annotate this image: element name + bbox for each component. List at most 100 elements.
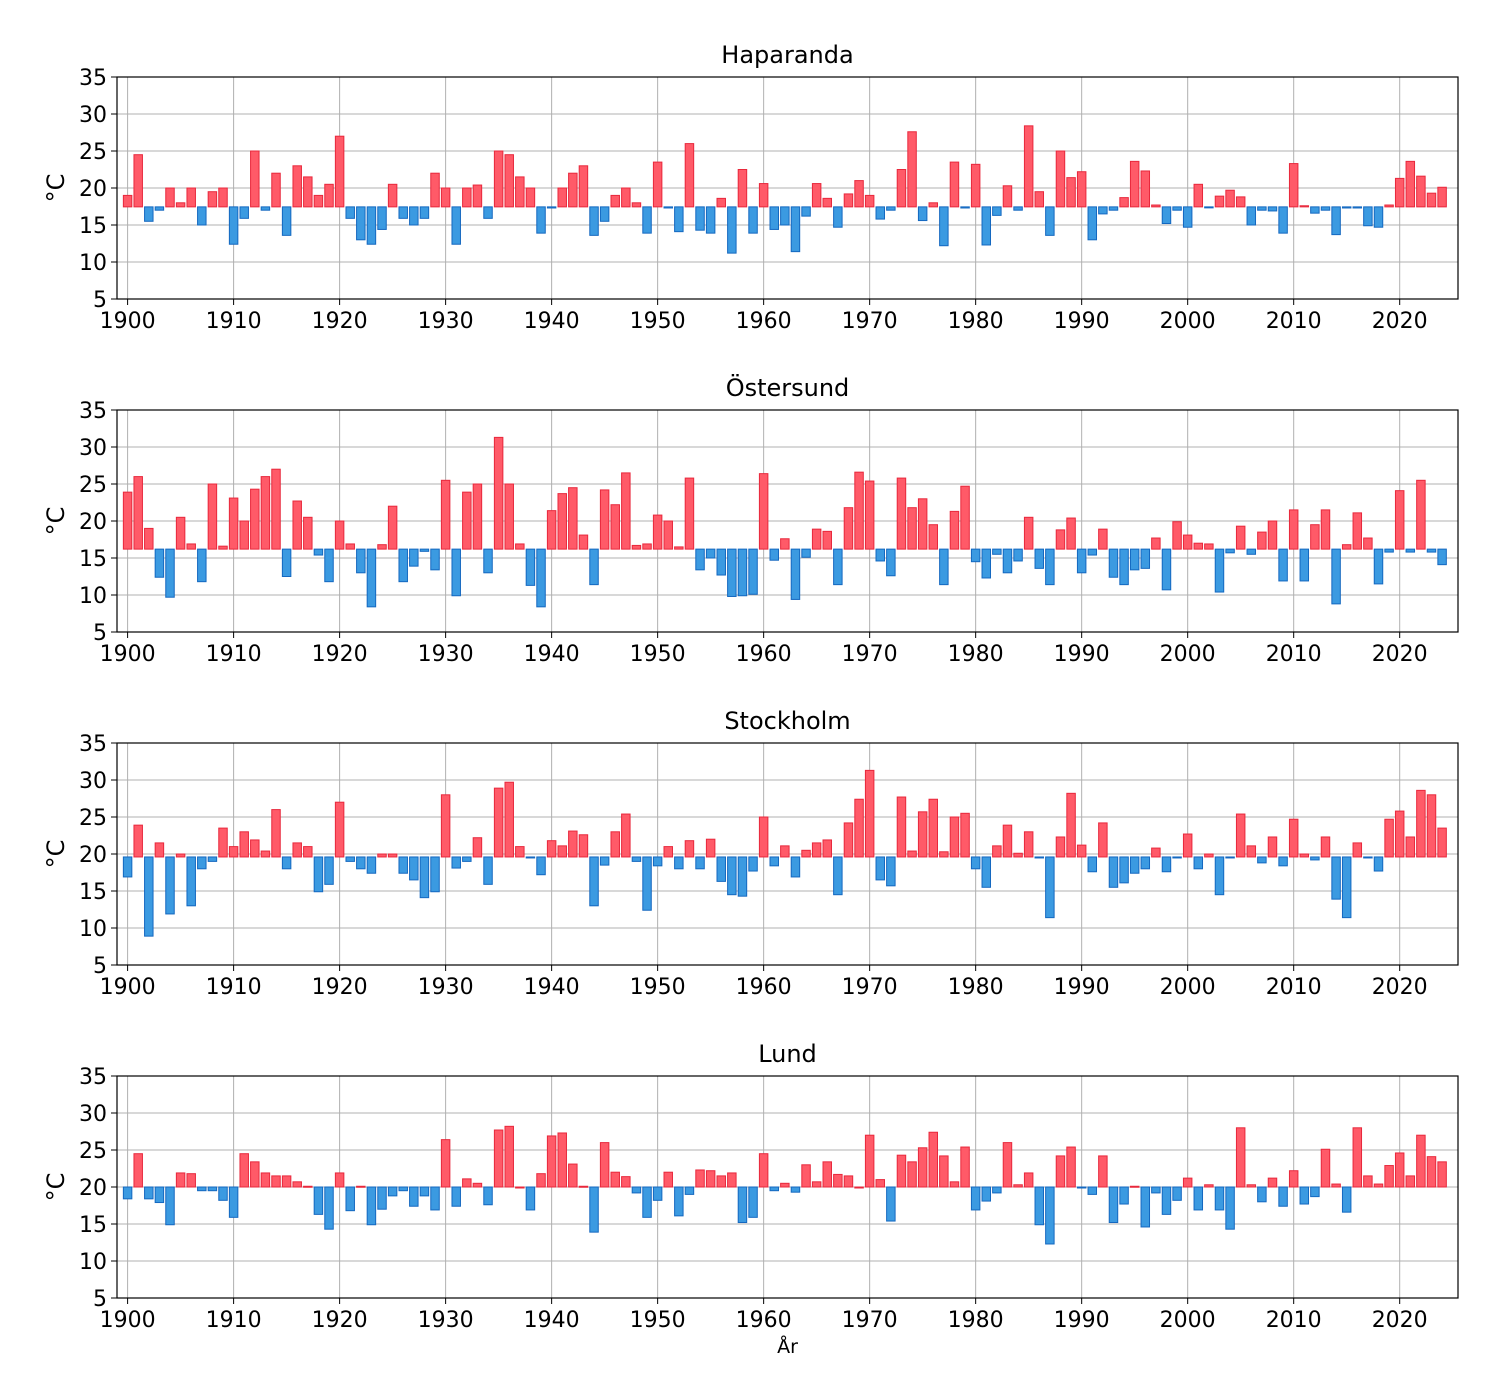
y-tick-label: 15 [79, 880, 107, 905]
x-tick-label: 1990 [1054, 309, 1110, 334]
bar-stersund-2006 [1246, 548, 1257, 555]
bar-haparanda-1992 [1098, 206, 1108, 215]
bar-lund-1963 [790, 1186, 801, 1193]
bar-stockholm-1926 [398, 856, 408, 874]
bar-haparanda-1968 [843, 193, 854, 208]
bar-lund-1945 [599, 1142, 610, 1188]
bar-lund-1952 [674, 1186, 684, 1217]
bar-stockholm-1963 [790, 856, 801, 878]
bar-lund-1990 [1076, 1186, 1087, 1189]
bar-stockholm-1986 [1034, 856, 1045, 859]
bar-stockholm-1916 [292, 842, 302, 858]
bar-stersund-1996 [1140, 548, 1151, 569]
bar-stersund-2002 [1204, 543, 1214, 550]
bar-stersund-1930 [440, 479, 451, 550]
bar-haparanda-1923 [366, 206, 377, 245]
bar-stersund-1955 [705, 548, 716, 559]
bar-haparanda-1999 [1172, 206, 1182, 211]
bar-stockholm-1956 [716, 856, 726, 882]
bar-stockholm-1962 [780, 845, 790, 858]
x-tick-label: 1980 [948, 309, 1004, 334]
x-tick-label: 1970 [842, 642, 898, 667]
bar-stockholm-2004 [1225, 856, 1235, 859]
x-tick-label: 2010 [1266, 975, 1322, 1000]
bar-haparanda-1944 [589, 206, 599, 236]
bar-stersund-2008 [1267, 520, 1278, 550]
panel-title: Lund [758, 1040, 817, 1068]
bar-lund-1986 [1034, 1186, 1045, 1226]
bar-lund-1975 [917, 1147, 928, 1188]
y-tick-label: 30 [79, 103, 107, 128]
x-tick-label: 1900 [100, 309, 156, 334]
bar-lund-1942 [568, 1163, 578, 1188]
bar-haparanda-1960 [758, 183, 769, 208]
bar-haparanda-1925 [387, 183, 398, 208]
bar-stersund-1933 [472, 483, 483, 550]
bar-lund-2001 [1193, 1186, 1204, 1211]
bar-haparanda-1930 [440, 187, 451, 208]
bar-haparanda-1926 [398, 206, 408, 219]
bar-stersund-1988 [1055, 529, 1066, 550]
bar-haparanda-1935 [493, 150, 504, 208]
bar-stockholm-1917 [303, 846, 313, 858]
bar-stockholm-1908 [207, 856, 218, 862]
bar-stersund-2007 [1257, 531, 1267, 550]
x-tick-label: 1920 [312, 1308, 368, 1333]
bar-stockholm-2024 [1437, 827, 1447, 858]
bar-stersund-1918 [313, 548, 324, 556]
bar-stersund-1962 [780, 538, 790, 550]
y-tick-label: 35 [79, 66, 107, 91]
bar-stersund-1932 [462, 491, 472, 550]
bar-stersund-1949 [642, 543, 652, 550]
bar-haparanda-1965 [811, 183, 822, 208]
bar-haparanda-2019 [1384, 204, 1394, 208]
bar-haparanda-1959 [748, 206, 758, 234]
bar-stockholm-1928 [419, 856, 430, 899]
x-tick-label: 1930 [418, 309, 474, 334]
bar-haparanda-1967 [833, 206, 843, 228]
bar-haparanda-1982 [992, 206, 1002, 216]
bar-lund-1940 [546, 1135, 557, 1188]
y-tick-label: 30 [79, 436, 107, 461]
bar-haparanda-1963 [790, 206, 801, 253]
x-tick-label: 1970 [842, 309, 898, 334]
bar-stersund-1969 [854, 471, 864, 550]
bar-stersund-2003 [1214, 548, 1225, 593]
bar-lund-1973 [896, 1154, 907, 1188]
bar-stockholm-1988 [1055, 836, 1066, 858]
bar-haparanda-1922 [356, 206, 366, 241]
bar-stockholm-1996 [1140, 856, 1151, 870]
bar-lund-2006 [1246, 1184, 1257, 1188]
bar-haparanda-1936 [504, 154, 514, 208]
bar-stersund-1900 [122, 491, 133, 550]
bar-haparanda-1995 [1129, 160, 1140, 208]
bar-stockholm-1974 [907, 850, 917, 858]
bar-stockholm-2012 [1310, 856, 1320, 861]
bar-stersund-2011 [1299, 548, 1310, 582]
bar-haparanda-2013 [1320, 206, 1331, 211]
bar-stersund-1940 [546, 510, 557, 550]
bar-lund-1994 [1119, 1186, 1129, 1205]
bar-haparanda-2021 [1405, 160, 1416, 208]
bar-stersund-1934 [483, 548, 493, 574]
bar-stersund-1941 [557, 493, 567, 550]
bar-lund-1984 [1013, 1184, 1023, 1188]
bar-stersund-1946 [610, 504, 620, 550]
bar-stockholm-1915 [281, 856, 292, 870]
bar-lund-1907 [197, 1186, 207, 1192]
bar-stockholm-1972 [886, 856, 896, 887]
bar-haparanda-1924 [377, 206, 387, 230]
bar-lund-1961 [769, 1186, 779, 1192]
bar-lund-1969 [854, 1186, 864, 1189]
y-tick-label: 35 [79, 399, 107, 424]
bar-lund-1930 [440, 1139, 451, 1188]
bar-stockholm-1943 [578, 834, 589, 858]
bar-haparanda-1927 [409, 206, 419, 226]
bar-stersund-1908 [207, 483, 218, 550]
bar-stockholm-1936 [504, 781, 514, 858]
bar-stersund-1985 [1023, 516, 1034, 550]
x-tick-label: 1950 [630, 975, 686, 1000]
bar-stersund-1957 [727, 548, 737, 597]
bar-stersund-1966 [822, 530, 832, 550]
bar-lund-1937 [515, 1186, 525, 1189]
